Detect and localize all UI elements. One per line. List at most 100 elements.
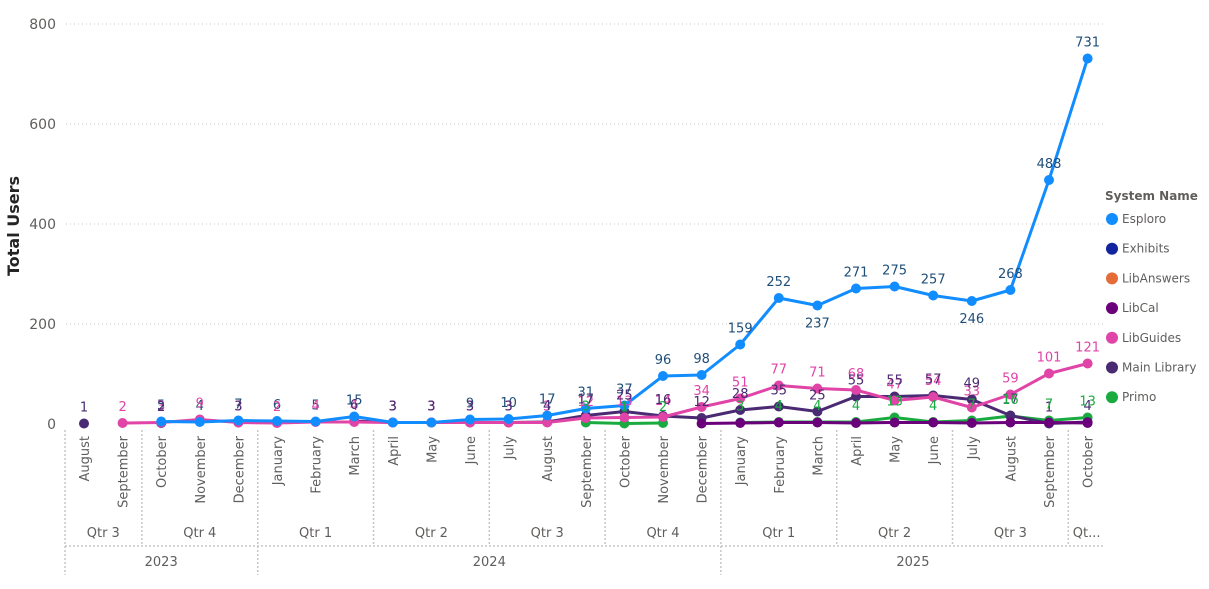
month-label: October — [1082, 435, 1097, 488]
data-point — [696, 418, 707, 429]
y-tick-label: 400 — [29, 217, 56, 233]
data-label: 7 — [968, 398, 976, 413]
data-label: 3 — [466, 400, 474, 415]
year-label: 2024 — [473, 555, 506, 570]
month-label: August — [1004, 436, 1019, 482]
data-point — [387, 417, 398, 428]
legend[interactable]: System Name Esploro Exhibits LibAnswers LibC… — [1105, 189, 1198, 404]
quarter-label: Qtr 3 — [531, 526, 564, 541]
y-tick-label: 800 — [29, 17, 56, 33]
month-label: August — [541, 436, 556, 482]
data-label: 731 — [1075, 36, 1100, 51]
data-label: 4 — [1083, 399, 1091, 414]
data-point — [194, 417, 205, 427]
data-label: 59 — [1002, 372, 1019, 387]
data-point — [735, 339, 746, 350]
data-point — [1082, 53, 1093, 64]
legend-title: System Name — [1105, 189, 1198, 203]
data-point — [928, 290, 939, 301]
month-label: April — [850, 436, 865, 466]
data-label: 14 — [655, 394, 672, 409]
data-label: 25 — [616, 389, 633, 404]
data-point — [349, 411, 360, 422]
series-lines — [79, 53, 1093, 429]
legend-marker[interactable] — [1106, 302, 1118, 315]
data-point — [773, 417, 784, 428]
data-point — [773, 293, 784, 303]
data-point — [851, 283, 861, 294]
quarter-label: Qtr 1 — [762, 526, 795, 541]
legend-item-libguides[interactable]: LibGuides — [1122, 331, 1181, 345]
data-label: 1 — [620, 401, 628, 416]
year-label: 2023 — [145, 555, 178, 570]
data-label: 3 — [389, 400, 397, 415]
data-point — [79, 418, 89, 429]
data-label: 7 — [1045, 398, 1053, 413]
y-axis-title: Total Users — [4, 176, 23, 276]
data-label: 49 — [964, 377, 981, 392]
data-label: 68 — [848, 367, 865, 382]
data-label: 3 — [427, 400, 435, 415]
data-label: 54 — [925, 374, 942, 389]
x-axis: August September October November December Ja… — [64, 430, 1105, 575]
legend-item-libanswers[interactable]: LibAnswers — [1122, 271, 1190, 285]
data-label: 5 — [311, 399, 319, 414]
data-point — [1005, 389, 1016, 400]
quarter-label: Qtr 2 — [415, 526, 448, 541]
data-point — [580, 413, 591, 423]
month-label: December — [696, 435, 711, 503]
month-label: September — [117, 435, 132, 508]
legend-marker[interactable] — [1106, 331, 1118, 344]
data-label: 2 — [157, 400, 165, 415]
legend-marker[interactable] — [1106, 361, 1118, 374]
data-label: 271 — [844, 266, 869, 281]
data-label: 71 — [809, 366, 826, 381]
legend-marker[interactable] — [1106, 391, 1118, 404]
month-label: June — [464, 436, 479, 465]
data-label: 4 — [543, 399, 551, 414]
quarter-label: Qtr 1 — [299, 526, 332, 541]
data-label: 2 — [659, 400, 667, 415]
data-label: 51 — [732, 376, 749, 391]
data-point — [735, 405, 746, 415]
data-label: 10 — [500, 396, 517, 411]
data-point — [851, 385, 861, 395]
month-label: October — [618, 435, 633, 488]
data-label: 237 — [805, 317, 830, 332]
data-label: 3 — [157, 400, 165, 415]
data-point — [773, 380, 784, 391]
month-label: May — [425, 436, 440, 463]
data-label: 35 — [771, 384, 788, 399]
data-point — [812, 383, 823, 394]
legend-item-primo[interactable]: Primo — [1122, 390, 1156, 404]
data-point — [1082, 358, 1093, 369]
data-point — [1044, 368, 1054, 379]
data-label: 16 — [1002, 393, 1019, 408]
data-label: 2 — [273, 400, 281, 415]
data-point — [773, 401, 784, 412]
data-label: 1 — [1045, 401, 1053, 416]
legend-item-main-library[interactable]: Main Library — [1122, 361, 1196, 375]
data-point — [580, 403, 591, 414]
month-label: August — [78, 436, 93, 482]
legend-item-esploro[interactable]: Esploro — [1122, 212, 1166, 226]
legend-marker[interactable] — [1106, 242, 1118, 255]
quarter-label: Qtr 3 — [994, 526, 1027, 541]
legend-item-libcal[interactable]: LibCal — [1122, 301, 1159, 315]
data-label: 28 — [732, 387, 749, 402]
data-label: 98 — [693, 352, 710, 367]
data-label: 101 — [1037, 351, 1062, 366]
series-line-libguides — [122, 362, 1088, 425]
data-point — [658, 412, 668, 422]
legend-item-exhibits[interactable]: Exhibits — [1122, 242, 1170, 256]
month-label: November — [194, 435, 209, 503]
month-label: January — [734, 436, 749, 487]
data-label: 159 — [728, 322, 753, 337]
month-label: September — [580, 435, 595, 508]
legend-marker[interactable] — [1106, 272, 1118, 285]
data-point — [812, 300, 823, 311]
month-label: March — [811, 436, 826, 476]
legend-marker[interactable] — [1106, 213, 1118, 225]
